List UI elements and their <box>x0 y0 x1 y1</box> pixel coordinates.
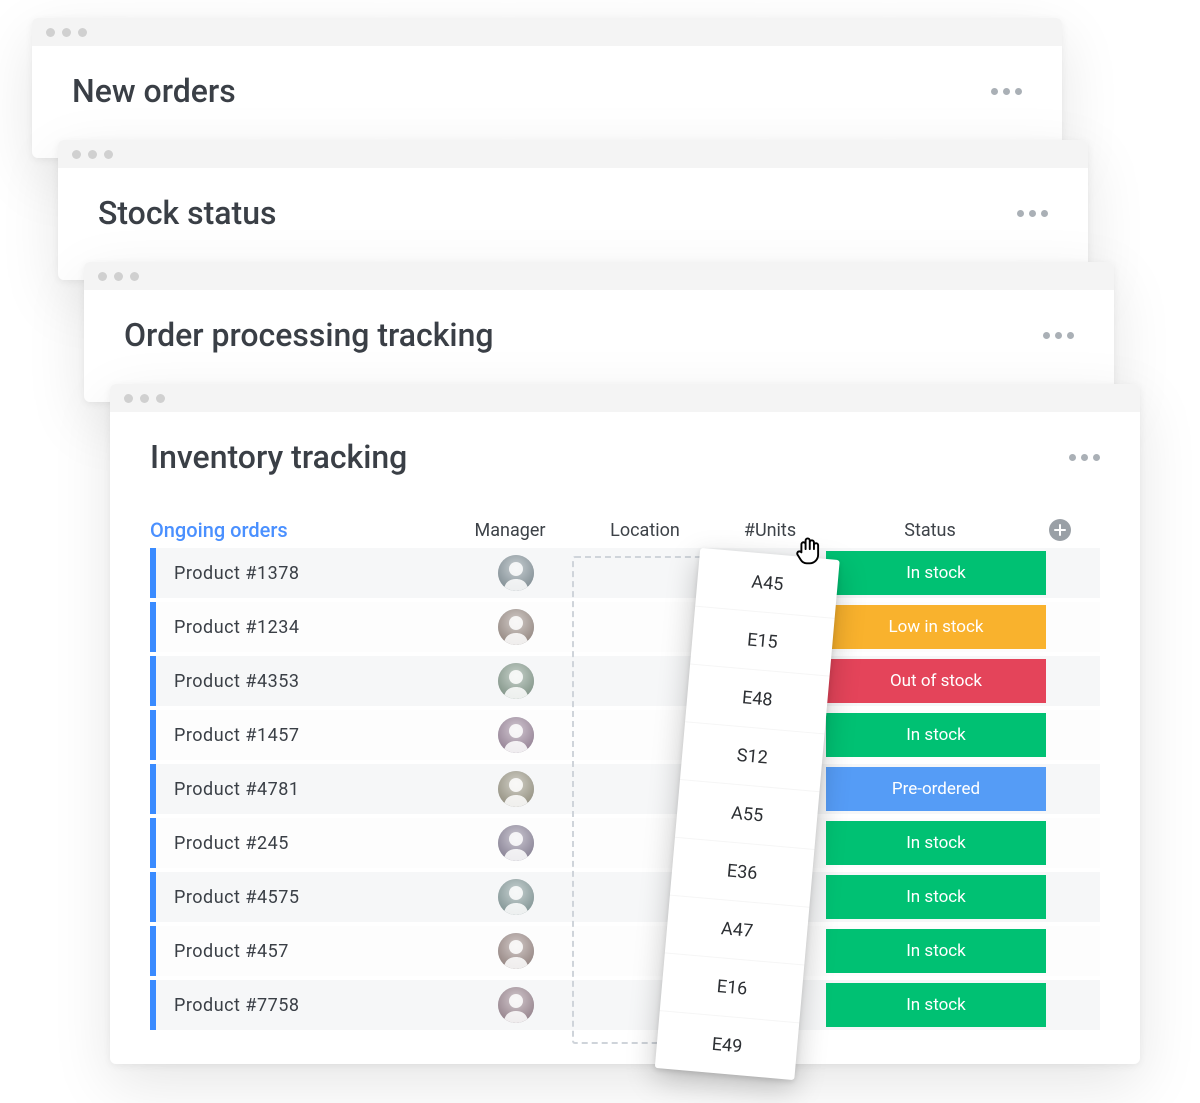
status-cell[interactable]: In stock <box>826 713 1046 757</box>
manager-avatar[interactable] <box>498 825 534 861</box>
titlebar-dot <box>114 272 123 281</box>
window-titlebar <box>32 18 1062 46</box>
manager-cell[interactable] <box>456 609 576 645</box>
window-title: Order processing tracking <box>124 316 494 354</box>
manager-avatar[interactable] <box>498 933 534 969</box>
status-cell[interactable]: In stock <box>826 929 1046 973</box>
window-title: Stock status <box>98 194 276 232</box>
status-badge[interactable]: In stock <box>826 713 1046 757</box>
manager-avatar[interactable] <box>498 609 534 645</box>
status-badge[interactable]: In stock <box>826 929 1046 973</box>
window-titlebar <box>84 262 1114 290</box>
manager-avatar[interactable] <box>498 555 534 591</box>
status-cell[interactable]: Out of stock <box>826 659 1046 703</box>
status-badge[interactable]: Pre-ordered <box>826 767 1046 811</box>
titlebar-dot <box>130 272 139 281</box>
dragged-column-item: E49 <box>655 1010 800 1080</box>
window-titlebar <box>110 384 1140 412</box>
status-badge[interactable]: In stock <box>826 551 1046 595</box>
product-cell[interactable]: Product #1234 <box>156 617 456 638</box>
status-badge[interactable]: Out of stock <box>826 659 1046 703</box>
window-order-processing: Order processing tracking <box>84 262 1114 402</box>
product-cell[interactable]: Product #4575 <box>156 887 456 908</box>
plus-icon <box>1054 524 1066 536</box>
more-menu-button[interactable] <box>1069 454 1100 461</box>
status-badge[interactable]: In stock <box>826 875 1046 919</box>
product-cell[interactable]: Product #4781 <box>156 779 456 800</box>
manager-avatar[interactable] <box>498 663 534 699</box>
more-menu-button[interactable] <box>991 88 1022 95</box>
titlebar-dot <box>156 394 165 403</box>
titlebar-dot <box>140 394 149 403</box>
grab-cursor-icon <box>790 532 828 570</box>
manager-avatar[interactable] <box>498 987 534 1023</box>
manager-cell[interactable] <box>456 771 576 807</box>
manager-cell[interactable] <box>456 555 576 591</box>
titlebar-dot <box>88 150 97 159</box>
manager-avatar[interactable] <box>498 771 534 807</box>
product-cell[interactable]: Product #245 <box>156 833 456 854</box>
titlebar-dot <box>124 394 133 403</box>
column-header-status[interactable]: Status <box>820 520 1040 541</box>
titlebar-dot <box>72 150 81 159</box>
table-header-row: Ongoing orders Manager Location #Units S… <box>150 518 1100 548</box>
product-cell[interactable]: Product #4353 <box>156 671 456 692</box>
product-cell[interactable]: Product #7758 <box>156 995 456 1016</box>
titlebar-dot <box>46 28 55 37</box>
column-header-manager[interactable]: Manager <box>450 520 570 541</box>
window-stock-status: Stock status <box>58 140 1088 280</box>
status-badge[interactable]: In stock <box>826 821 1046 865</box>
titlebar-dot <box>104 150 113 159</box>
titlebar-dot <box>62 28 71 37</box>
product-cell[interactable]: Product #1378 <box>156 563 456 584</box>
window-title: Inventory tracking <box>150 438 407 476</box>
titlebar-dot <box>98 272 107 281</box>
status-cell[interactable]: In stock <box>826 983 1046 1027</box>
group-title[interactable]: Ongoing orders <box>150 518 450 542</box>
more-menu-button[interactable] <box>1017 210 1048 217</box>
status-cell[interactable]: In stock <box>826 821 1046 865</box>
manager-avatar[interactable] <box>498 879 534 915</box>
status-badge[interactable]: Low in stock <box>826 605 1046 649</box>
add-column-button[interactable] <box>1049 519 1071 541</box>
more-menu-button[interactable] <box>1043 332 1074 339</box>
manager-cell[interactable] <box>456 663 576 699</box>
column-header-location[interactable]: Location <box>570 520 720 541</box>
product-cell[interactable]: Product #457 <box>156 941 456 962</box>
titlebar-dot <box>78 28 87 37</box>
status-cell[interactable]: In stock <box>826 875 1046 919</box>
manager-cell[interactable] <box>456 879 576 915</box>
window-titlebar <box>58 140 1088 168</box>
window-title: New orders <box>72 72 236 110</box>
product-cell[interactable]: Product #1457 <box>156 725 456 746</box>
status-cell[interactable]: In stock <box>826 551 1046 595</box>
manager-cell[interactable] <box>456 987 576 1023</box>
manager-cell[interactable] <box>456 825 576 861</box>
manager-cell[interactable] <box>456 933 576 969</box>
status-cell[interactable]: Pre-ordered <box>826 767 1046 811</box>
window-new-orders: New orders <box>32 18 1062 158</box>
status-badge[interactable]: In stock <box>826 983 1046 1027</box>
status-cell[interactable]: Low in stock <box>826 605 1046 649</box>
manager-avatar[interactable] <box>498 717 534 753</box>
manager-cell[interactable] <box>456 717 576 753</box>
